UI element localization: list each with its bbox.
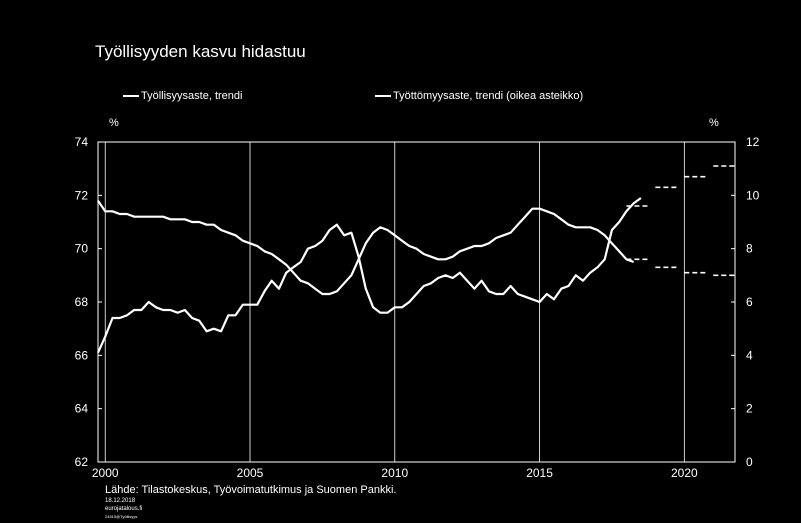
x-tick-label: 2020 (671, 466, 698, 480)
x-tick-label: 2005 (237, 466, 264, 480)
y-right-tick-label: 6 (746, 295, 753, 309)
source-note: Lähde: Tilastokeskus, Työvoimatutkimus j… (105, 484, 397, 496)
y-right-tick-label: 4 (746, 348, 753, 362)
y-left-tick-label: 74 (75, 135, 89, 149)
y-left-tick-label: 66 (75, 348, 89, 362)
unemployment-rate-line (97, 200, 635, 296)
chart-title: Työllisyyden kasvu hidastuu (95, 42, 306, 61)
x-tick-label: 2015 (526, 466, 553, 480)
legend-unemployment-swatch (375, 95, 391, 97)
right-axis-unit: % (709, 117, 719, 129)
x-tick-label: 2000 (92, 466, 119, 480)
y-right-tick-label: 0 (746, 455, 753, 469)
y-right-tick-label: 8 (746, 242, 753, 256)
legend-unemployment-label: Työttömyysaste, trendi (oikea asteikko) (393, 90, 584, 102)
y-left-tick-label: 64 (75, 402, 89, 416)
y-left-tick-label: 72 (75, 188, 89, 202)
y-right-tick-label: 2 (746, 402, 753, 416)
left-axis-unit: % (109, 117, 119, 129)
y-left-tick-label: 68 (75, 295, 89, 309)
site-name: eurojatalous.fi (105, 506, 143, 512)
y-right-tick-label: 12 (746, 135, 760, 149)
plot-frame (97, 141, 736, 463)
publish-date: 18.12.2018 (105, 498, 136, 504)
y-left-tick-label: 62 (75, 455, 89, 469)
y-left-tick-label: 70 (75, 242, 89, 256)
x-tick-label: 2010 (381, 466, 408, 480)
legend-employment: Työllisyysaste, trendi (123, 90, 242, 102)
y-right-tick-label: 10 (746, 188, 760, 202)
legend-employment-label: Työllisyysaste, trendi (141, 90, 243, 102)
chart-reference: 24515@Työllisyys (105, 514, 138, 519)
legend-unemployment: Työttömyysaste, trendi (oikea asteikko) (375, 90, 583, 102)
employment-rate-line (96, 197, 642, 354)
legend-employment-swatch (123, 95, 139, 97)
